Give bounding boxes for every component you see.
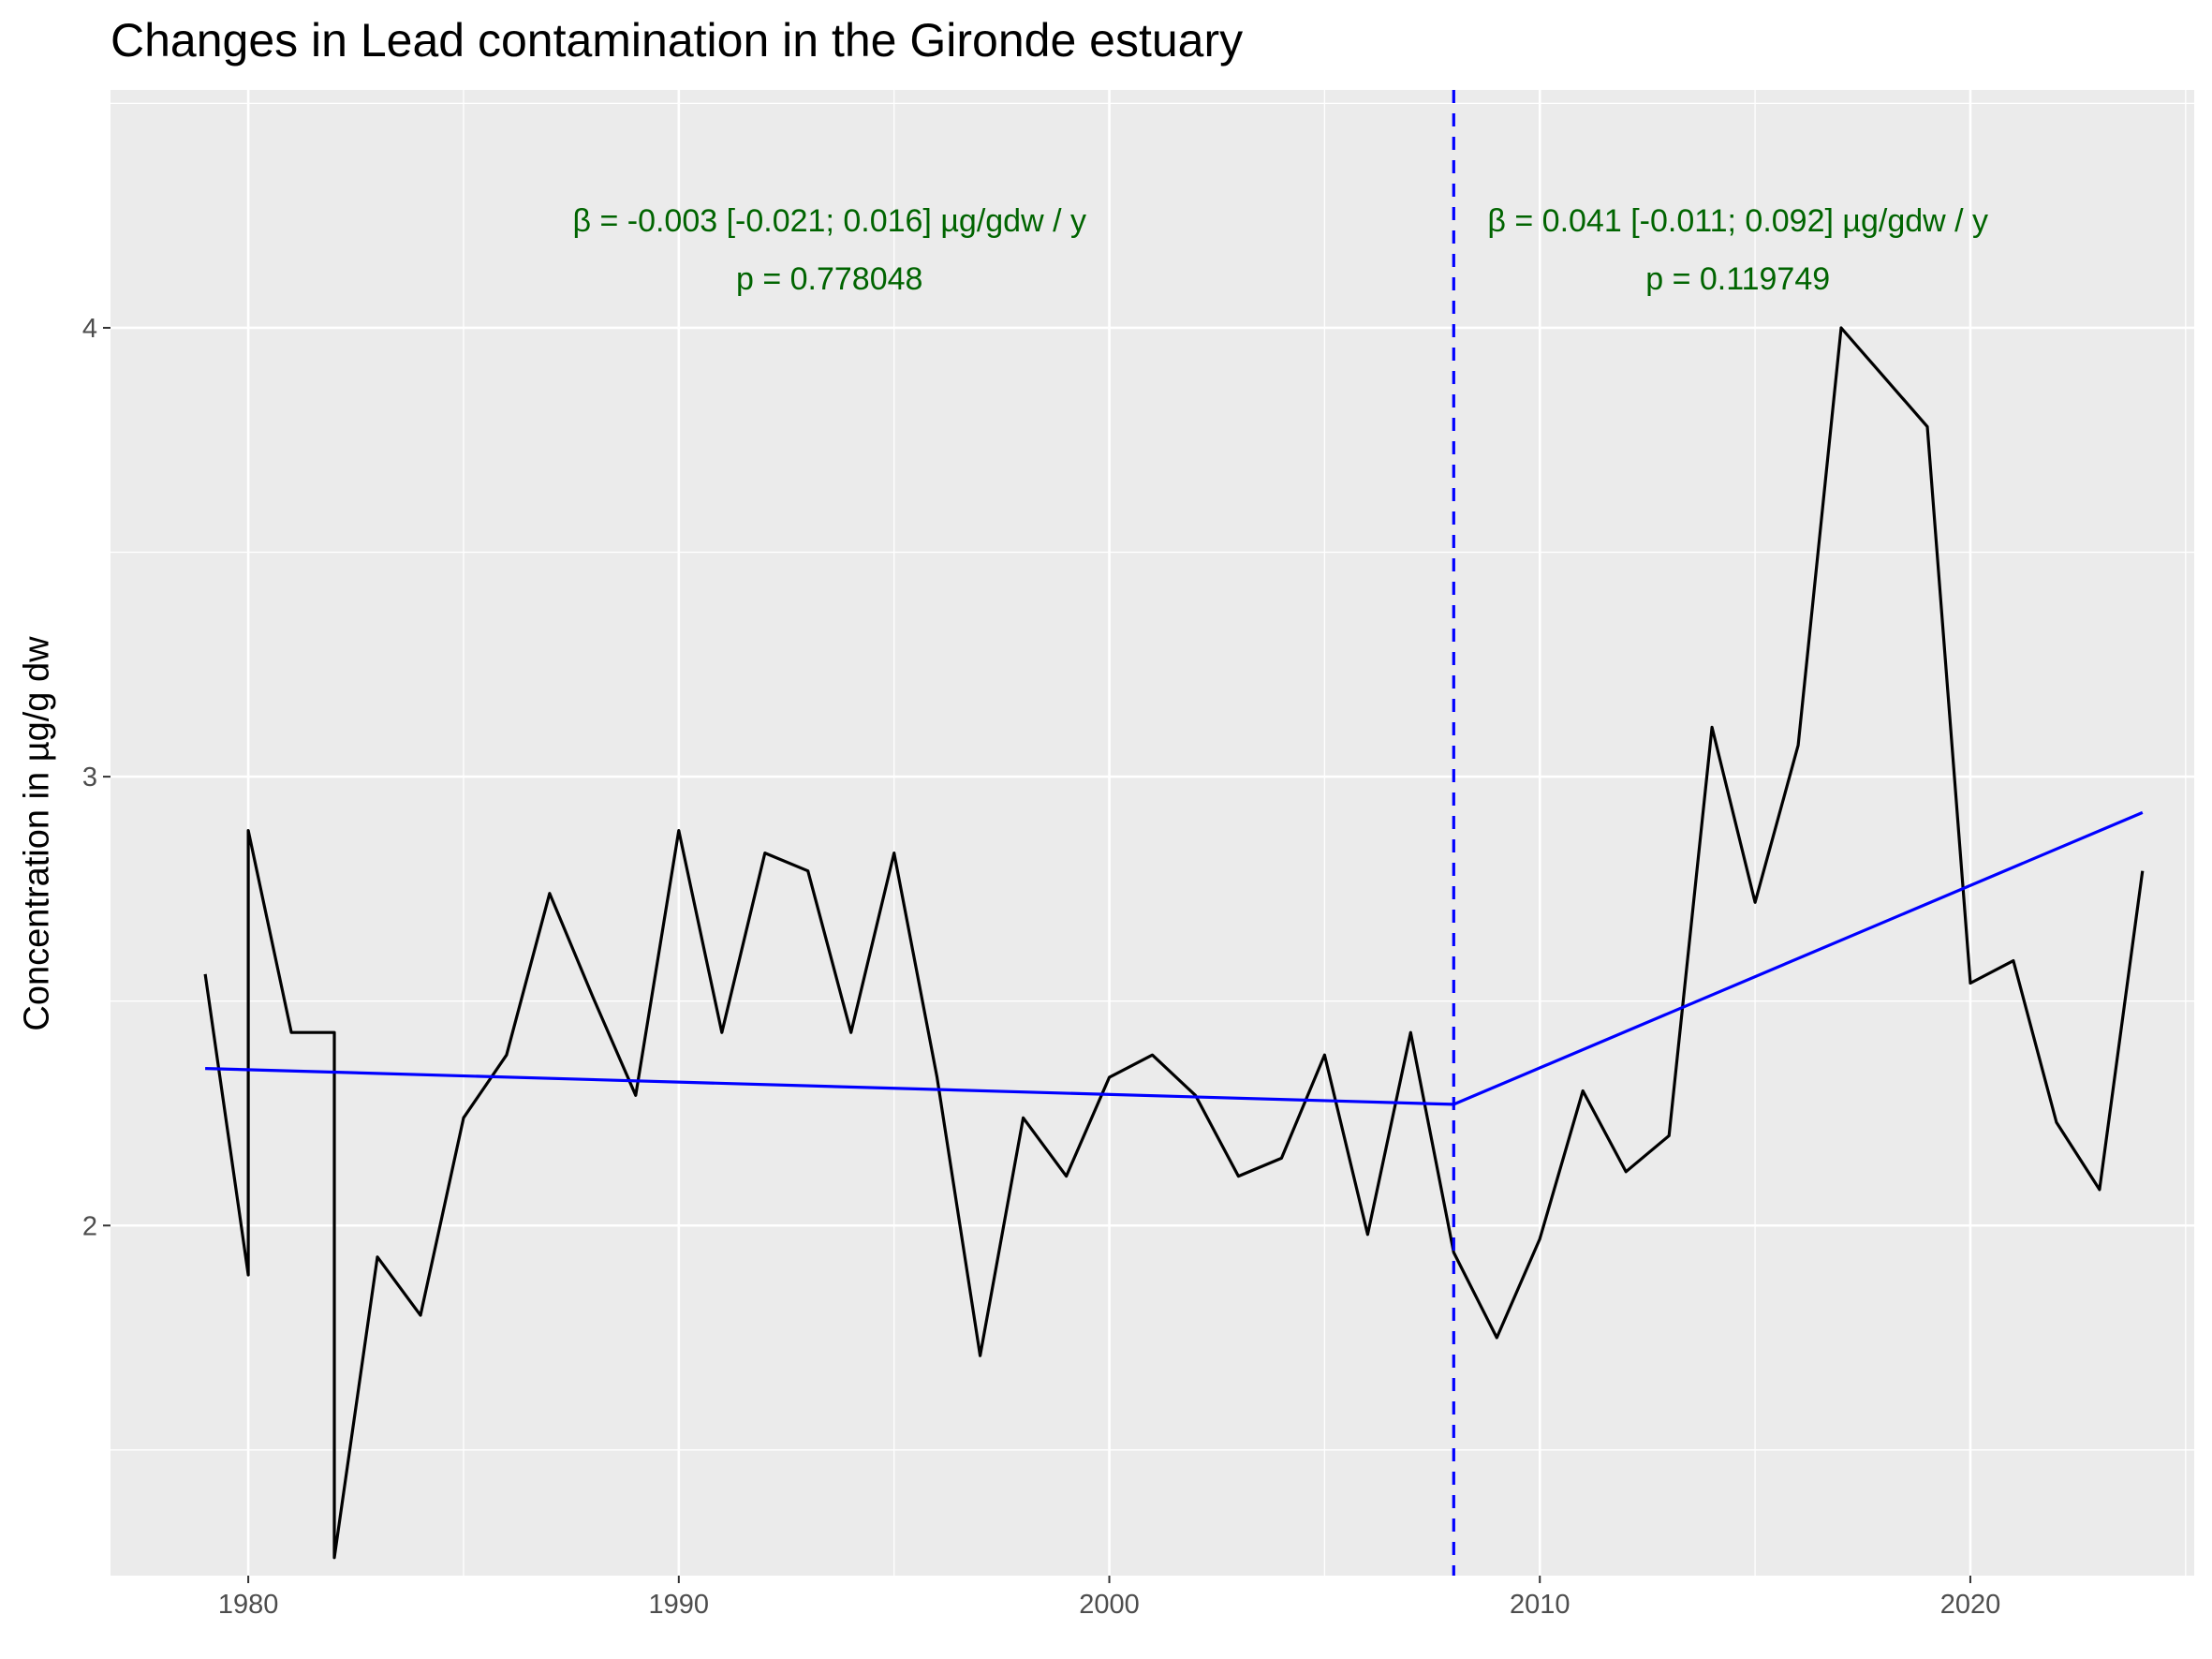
trend-line-2 — [1453, 810, 2144, 1106]
x-tick-label: 2020 — [1940, 1590, 2001, 1620]
x-tick-label: 2000 — [1079, 1590, 1140, 1620]
x-tick-label: 2010 — [1510, 1590, 1571, 1620]
annotation-text: p = 0.778048 — [736, 261, 922, 297]
y-tick-label: 2 — [82, 1211, 97, 1241]
x-tick-label: 1980 — [218, 1590, 279, 1620]
trend-line-1 — [205, 1067, 1454, 1106]
y-tick-label: 4 — [82, 314, 97, 344]
annotation-text: β = 0.041 [-0.011; 0.092] µg/gdw / y — [1487, 203, 1988, 239]
panel-background — [111, 90, 2194, 1576]
x-tick-label: 1990 — [649, 1590, 710, 1620]
chart-title: Changes in Lead contamination in the Gir… — [111, 14, 1244, 67]
series-line-lead-concentration — [203, 326, 2145, 1560]
y-tick-label: 3 — [82, 763, 97, 792]
annotation-text: p = 0.119749 — [1645, 261, 1830, 297]
annotation-text: β = -0.003 [-0.021; 0.016] µg/gdw / y — [572, 203, 1086, 239]
